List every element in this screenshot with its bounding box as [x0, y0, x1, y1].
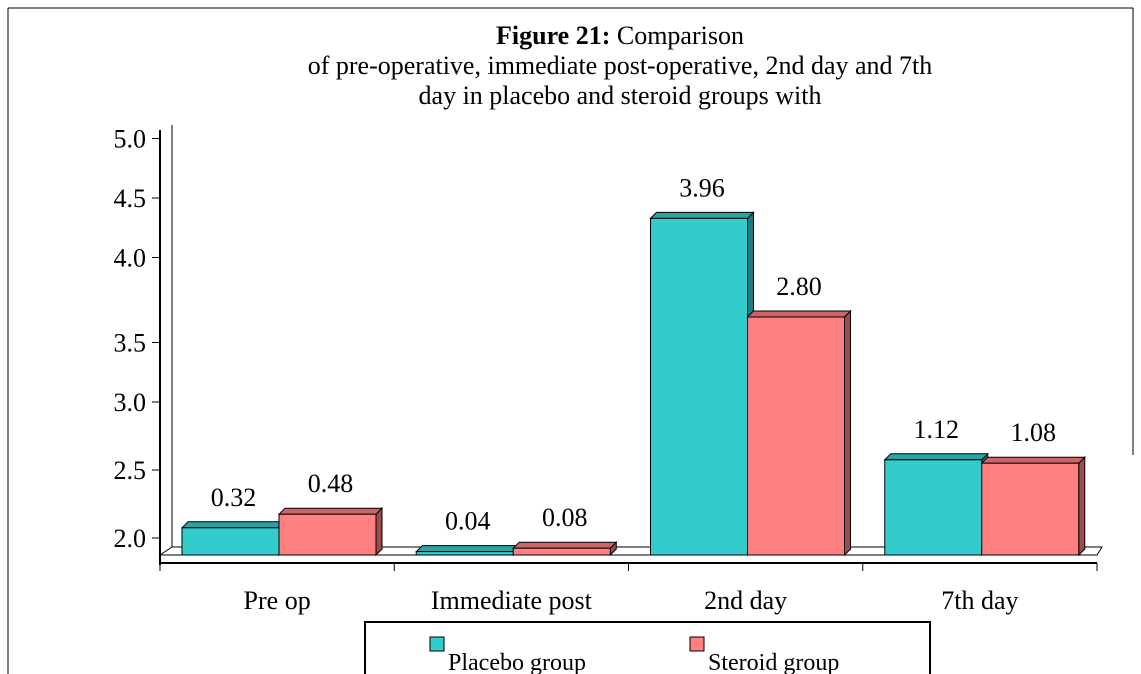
data-label: 2.80: [776, 272, 822, 301]
title-label: Figure 21:: [496, 21, 610, 50]
chart-title: Figure 21: Comparison of pre-operative, i…: [308, 21, 933, 110]
bar-top: [980, 456, 1086, 464]
legend-swatch: [689, 636, 705, 652]
x-tick-label: Immediate post: [431, 586, 593, 615]
bar: [278, 513, 377, 556]
data-label: 0.48: [308, 469, 354, 498]
bar-top: [512, 541, 618, 549]
bar: [884, 459, 983, 556]
bar: [415, 551, 514, 556]
y-tick-label: 3.5: [114, 329, 147, 358]
x-tick-label: 2nd day: [704, 586, 787, 615]
legend-label: Placebo group: [448, 650, 586, 674]
bar-side: [375, 506, 383, 557]
x-tick-label: 7th day: [941, 586, 1018, 615]
bar-top: [746, 310, 852, 318]
y-tick-label: 3.0: [114, 388, 147, 417]
data-label: 3.96: [679, 173, 725, 202]
y-tick-label: 5.0: [114, 125, 147, 154]
y-tick-label: 4.5: [114, 184, 147, 213]
legend-swatch: [429, 636, 445, 652]
bar-top: [415, 545, 521, 553]
y-tick-label: 2.0: [114, 524, 147, 553]
bar-top: [180, 521, 287, 529]
data-label: 1.12: [914, 415, 960, 444]
y-tick-label: 2.5: [114, 456, 147, 485]
legend: [364, 621, 931, 674]
bar-side: [1078, 455, 1086, 557]
y-tick-label: 4.0: [114, 244, 147, 273]
title-text: Comparison: [610, 21, 744, 50]
data-label: 0.32: [211, 483, 257, 512]
bar: [181, 527, 280, 556]
data-label: 0.08: [542, 503, 588, 532]
legend-label: Steroid group: [708, 650, 839, 674]
x-tick-label: Pre op: [244, 586, 311, 615]
bar-top: [883, 453, 989, 461]
data-label: 1.08: [1011, 418, 1057, 447]
data-label: 0.04: [445, 507, 491, 536]
bar: [747, 316, 845, 556]
bar: [981, 462, 1080, 556]
title-text-line: of pre-operative, immediate post-operati…: [308, 51, 933, 80]
bar-top: [277, 507, 384, 515]
bar-side: [844, 309, 851, 557]
bar-top: [649, 211, 755, 219]
title-text-line: day in placebo and steroid groups with: [419, 81, 822, 110]
bar: [512, 547, 611, 556]
bar: [650, 217, 748, 556]
